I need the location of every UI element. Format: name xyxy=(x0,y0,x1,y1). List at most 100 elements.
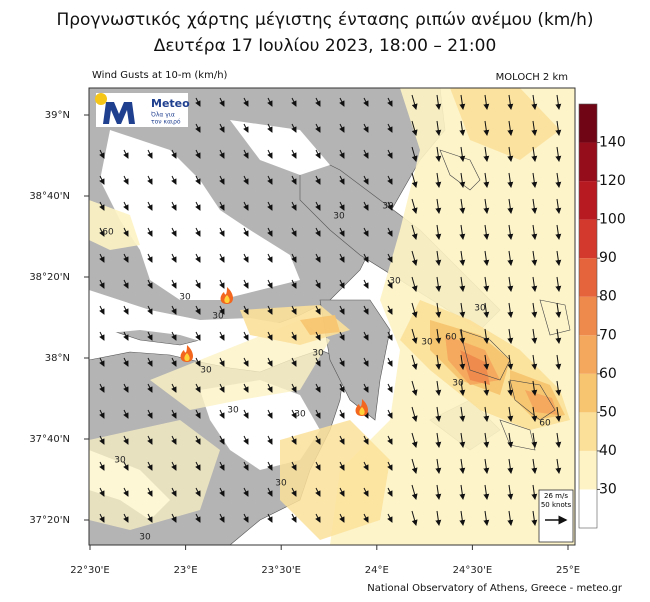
wind-arrow xyxy=(363,487,369,497)
wind-arrow xyxy=(387,435,393,445)
wind-arrow xyxy=(555,94,562,110)
wind-arrow xyxy=(195,331,201,341)
wind-arrow xyxy=(507,224,514,240)
wind-arrow xyxy=(243,513,249,523)
wind-arrow xyxy=(195,487,201,497)
wind-arrow xyxy=(507,198,514,214)
wind-arrow xyxy=(123,175,129,185)
lon-tick-label: 24°E xyxy=(365,565,389,576)
wind-arrow xyxy=(147,253,153,263)
title: Προγνωστικός χάρτης μέγιστης έντασης ριπ… xyxy=(56,10,593,30)
wind-arrow xyxy=(315,97,321,107)
wind-arrow xyxy=(99,279,105,289)
contour-label: 60 xyxy=(102,228,114,238)
contour-label: 30 xyxy=(227,406,239,416)
wind-arrow xyxy=(243,253,249,263)
wind-arrow xyxy=(411,458,418,474)
wind-arrow xyxy=(291,175,297,185)
gust-area xyxy=(525,390,558,415)
wind-arrow xyxy=(555,250,562,266)
wind-arrow xyxy=(363,227,369,237)
fire-core xyxy=(224,295,230,303)
lon-tick-label: 24°30'E xyxy=(453,565,493,576)
wind-arrow xyxy=(387,513,393,523)
wind-arrow xyxy=(123,461,129,471)
wind-arrow xyxy=(171,409,177,419)
wind-arrow xyxy=(219,175,225,185)
wind-arrow xyxy=(531,224,538,240)
wind-arrow xyxy=(483,510,490,526)
wind-arrow xyxy=(483,406,490,422)
wind-arrow xyxy=(435,198,442,214)
wind-arrow xyxy=(531,406,538,422)
wind-arrow xyxy=(555,458,562,474)
wind-arrow xyxy=(483,458,490,474)
wind-arrow xyxy=(99,513,105,523)
wind-arrow xyxy=(507,510,514,526)
wind-arrow xyxy=(459,172,466,188)
wind-arrow xyxy=(459,120,466,136)
colorbar-segment xyxy=(579,412,597,451)
contour-label: 30 xyxy=(179,293,191,303)
wind-arrow xyxy=(243,175,249,185)
wind-arrow xyxy=(483,146,490,162)
wind-arrow xyxy=(243,383,249,393)
wind-arrow xyxy=(555,276,562,292)
wind-arrow xyxy=(339,279,345,289)
wind-arrow xyxy=(219,149,225,159)
wind-arrow xyxy=(459,458,466,474)
wind-arrow xyxy=(507,380,514,396)
wind-arrow xyxy=(315,513,321,523)
wind-arrow xyxy=(555,224,562,240)
wind-arrow xyxy=(171,331,177,341)
wind-arrow xyxy=(435,406,442,422)
colorbar-segment xyxy=(579,296,597,336)
wind-arrow xyxy=(531,380,538,396)
wind-arrow xyxy=(459,94,466,110)
wind-arrow xyxy=(171,513,177,523)
wind-arrow xyxy=(459,250,466,266)
wind-arrow xyxy=(171,253,177,263)
wind-arrow xyxy=(291,513,297,523)
colorbar-tick-label: 40 xyxy=(599,443,617,459)
wind-arrow xyxy=(99,461,105,471)
wind-arrow xyxy=(267,409,273,419)
wind-arrow xyxy=(435,432,442,448)
wind-arrow xyxy=(555,172,562,188)
wind-arrow xyxy=(99,201,105,211)
wind-arrow xyxy=(195,513,201,523)
wind-arrow xyxy=(483,302,490,318)
wind-arrow xyxy=(267,357,273,367)
wind-arrow xyxy=(411,302,418,318)
colorbar: 30 40 50 60 70 80 90 100 120 140 xyxy=(578,103,626,529)
footer: National Observatory of Athens, Greece -… xyxy=(367,583,623,594)
wind-arrow xyxy=(411,276,418,292)
wind-arrow xyxy=(459,380,466,396)
wind-arrow xyxy=(507,120,514,136)
gust-area xyxy=(300,315,340,335)
wind-arrow xyxy=(483,432,490,448)
wind-arrow xyxy=(195,409,201,419)
wind-arrow xyxy=(507,406,514,422)
wind-arrow xyxy=(411,120,418,136)
wind-arrow xyxy=(507,172,514,188)
wind-arrow xyxy=(483,172,490,188)
wind-arrow xyxy=(459,302,466,318)
wind-arrow xyxy=(195,227,201,237)
wind-arrow xyxy=(291,461,297,471)
wind-arrow xyxy=(219,97,225,107)
wind-arrow xyxy=(363,357,369,367)
gust-area xyxy=(150,320,330,410)
wind-arrow xyxy=(315,409,321,419)
wind-arrow xyxy=(99,487,105,497)
wind-arrow xyxy=(459,432,466,448)
wind-arrow xyxy=(267,97,273,107)
wind-arrow xyxy=(243,435,249,445)
wind-arrow xyxy=(387,461,393,471)
wind-arrow xyxy=(195,175,201,185)
wind-arrow xyxy=(387,409,393,419)
lon-tick-label: 23°30'E xyxy=(261,565,301,576)
wind-arrow xyxy=(219,357,225,367)
wind-arrow xyxy=(243,149,249,159)
